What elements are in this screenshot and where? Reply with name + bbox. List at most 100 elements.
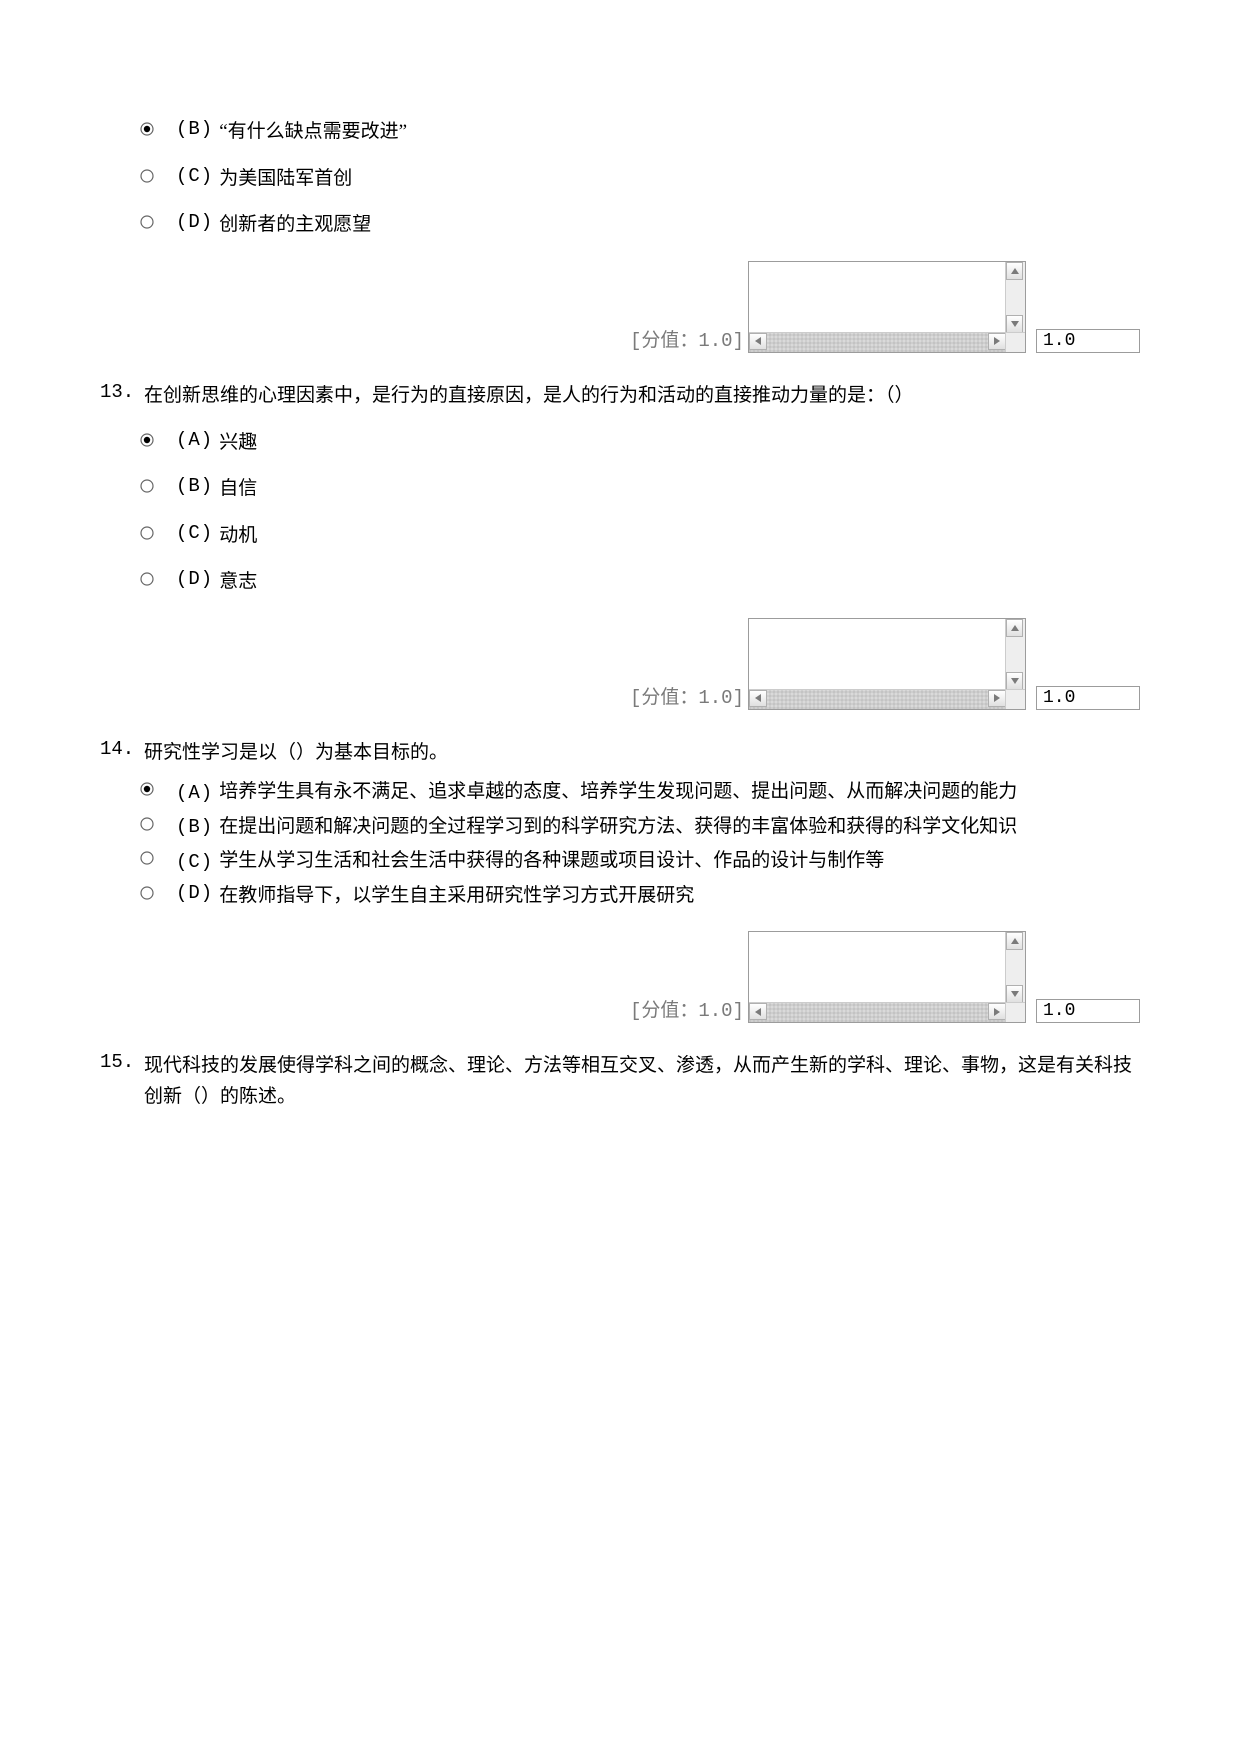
score-label: [分值：1.0] xyxy=(630,995,744,1023)
question-number: 15. xyxy=(100,1051,144,1073)
score-label: [分值：1.0] xyxy=(630,682,744,710)
score-block: [分值：1.0] 1.0 xyxy=(100,258,1140,353)
option-letter: (C) xyxy=(176,851,213,873)
question-block: (B) “有什么缺点需要改进” (C) 为美国陆军首创 (D) 创新者的主观愿望… xyxy=(100,118,1140,353)
option-text: 动机 xyxy=(219,522,1140,551)
option-row: (A) 培养学生具有永不满足、追求卓越的态度、培养学生发现问题、提出问题、从而解… xyxy=(140,778,1140,807)
option-row: (C) 动机 xyxy=(140,522,1140,551)
option-text: 自信 xyxy=(219,475,1140,504)
option-text: 培养学生具有永不满足、追求卓越的态度、培养学生发现问题、提出问题、从而解决问题的… xyxy=(219,778,1140,807)
radio-icon[interactable] xyxy=(140,572,154,586)
option-letter: (D) xyxy=(176,211,213,233)
option-row: (D) 在教师指导下，以学生自主采用研究性学习方式开展研究 xyxy=(140,882,1140,911)
scroll-right-button[interactable] xyxy=(988,1003,1006,1020)
scroll-right-button[interactable] xyxy=(988,333,1006,350)
question-text: 在创新思维的心理因素中，是行为的直接原因，是人的行为和活动的直接推动力量的是：（… xyxy=(144,381,1140,411)
score-suffix: ] xyxy=(733,1000,744,1022)
vertical-scrollbar[interactable] xyxy=(1005,262,1025,333)
option-letter: (D) xyxy=(176,882,213,904)
option-row: (A) 兴趣 xyxy=(140,429,1140,458)
radio-icon[interactable] xyxy=(140,886,154,900)
horizontal-scrollbar[interactable] xyxy=(749,1002,1006,1022)
option-text: “有什么缺点需要改进” xyxy=(219,118,1140,147)
arrow-up-icon xyxy=(1011,268,1019,274)
option-row: (B) 自信 xyxy=(140,475,1140,504)
option-text: 在教师指导下，以学生自主采用研究性学习方式开展研究 xyxy=(219,882,1140,911)
score-block: [分值：1.0] 1.0 xyxy=(100,615,1140,710)
arrow-right-icon xyxy=(994,694,1000,702)
question-number: 13. xyxy=(100,381,144,403)
score-input-value: 1.0 xyxy=(1043,688,1075,708)
radio-icon[interactable] xyxy=(140,479,154,493)
scroll-left-button[interactable] xyxy=(749,1003,767,1020)
option-text: 意志 xyxy=(219,568,1140,597)
radio-selected-icon[interactable] xyxy=(140,433,154,447)
score-value: 1.0 xyxy=(698,1000,732,1022)
question-text: 现代科技的发展使得学科之间的概念、理论、方法等相互交叉、渗透，从而产生新的学科、… xyxy=(144,1051,1140,1112)
vertical-scrollbar[interactable] xyxy=(1005,932,1025,1003)
question-row: 13. 在创新思维的心理因素中，是行为的直接原因，是人的行为和活动的直接推动力量… xyxy=(100,381,1140,411)
vertical-scrollbar[interactable] xyxy=(1005,619,1025,690)
score-prefix: [分值： xyxy=(630,1000,698,1022)
score-suffix: ] xyxy=(733,330,744,352)
radio-icon[interactable] xyxy=(140,817,154,831)
option-text: 学生从学习生活和社会生活中获得的各种课题或项目设计、作品的设计与制作等 xyxy=(219,847,1140,876)
score-input[interactable]: 1.0 xyxy=(1036,999,1140,1023)
question-number: 14. xyxy=(100,738,144,760)
option-row: (D) 意志 xyxy=(140,568,1140,597)
scroll-left-button[interactable] xyxy=(749,333,767,350)
scroll-down-button[interactable] xyxy=(1006,985,1023,1003)
radio-icon[interactable] xyxy=(140,169,154,183)
option-row: (D) 创新者的主观愿望 xyxy=(140,211,1140,240)
question-block: 14. 研究性学习是以（）为基本目标的。 (A) 培养学生具有永不满足、追求卓越… xyxy=(100,738,1140,1023)
option-text: 兴趣 xyxy=(219,429,1140,458)
comment-textarea[interactable] xyxy=(748,261,1026,353)
radio-selected-icon[interactable] xyxy=(140,122,154,136)
option-row: (B) 在提出问题和解决问题的全过程学习到的科学研究方法、获得的丰富体验和获得的… xyxy=(140,813,1140,842)
textarea-content[interactable] xyxy=(749,932,1006,1003)
arrow-left-icon xyxy=(755,694,761,702)
option-letter: (D) xyxy=(176,568,213,590)
comment-textarea[interactable] xyxy=(748,931,1026,1023)
arrow-left-icon xyxy=(755,1008,761,1016)
option-letter: (A) xyxy=(176,429,213,451)
option-row: (B) “有什么缺点需要改进” xyxy=(140,118,1140,147)
textarea-content[interactable] xyxy=(749,262,1006,333)
scroll-corner xyxy=(1005,1002,1025,1022)
textarea-content[interactable] xyxy=(749,619,1006,690)
radio-icon[interactable] xyxy=(140,851,154,865)
radio-selected-icon[interactable] xyxy=(140,782,154,796)
radio-icon[interactable] xyxy=(140,526,154,540)
scroll-right-button[interactable] xyxy=(988,690,1006,707)
horizontal-scrollbar[interactable] xyxy=(749,689,1006,709)
scroll-down-button[interactable] xyxy=(1006,315,1023,333)
scroll-corner xyxy=(1005,689,1025,709)
score-prefix: [分值： xyxy=(630,687,698,709)
radio-icon[interactable] xyxy=(140,215,154,229)
scroll-up-button[interactable] xyxy=(1006,932,1023,950)
question-row: 14. 研究性学习是以（）为基本目标的。 xyxy=(100,738,1140,768)
arrow-down-icon xyxy=(1011,678,1019,684)
score-input[interactable]: 1.0 xyxy=(1036,686,1140,710)
scroll-corner xyxy=(1005,332,1025,352)
question-block: 15. 现代科技的发展使得学科之间的概念、理论、方法等相互交叉、渗透，从而产生新… xyxy=(100,1051,1140,1112)
score-block: [分值：1.0] 1.0 xyxy=(100,928,1140,1023)
arrow-down-icon xyxy=(1011,991,1019,997)
option-letter: (B) xyxy=(176,118,213,140)
option-letter: (C) xyxy=(176,165,213,187)
scroll-left-button[interactable] xyxy=(749,690,767,707)
horizontal-scrollbar[interactable] xyxy=(749,332,1006,352)
score-value: 1.0 xyxy=(698,687,732,709)
option-text: 为美国陆军首创 xyxy=(219,165,1140,194)
scroll-down-button[interactable] xyxy=(1006,672,1023,690)
arrow-right-icon xyxy=(994,1008,1000,1016)
score-input-value: 1.0 xyxy=(1043,1001,1075,1021)
scroll-up-button[interactable] xyxy=(1006,619,1023,637)
score-input[interactable]: 1.0 xyxy=(1036,329,1140,353)
option-row: (C) 学生从学习生活和社会生活中获得的各种课题或项目设计、作品的设计与制作等 xyxy=(140,847,1140,876)
scroll-up-button[interactable] xyxy=(1006,262,1023,280)
comment-textarea[interactable] xyxy=(748,618,1026,710)
question-block: 13. 在创新思维的心理因素中，是行为的直接原因，是人的行为和活动的直接推动力量… xyxy=(100,381,1140,710)
option-text: 在提出问题和解决问题的全过程学习到的科学研究方法、获得的丰富体验和获得的科学文化… xyxy=(219,813,1140,842)
question-text: 研究性学习是以（）为基本目标的。 xyxy=(144,738,1140,768)
